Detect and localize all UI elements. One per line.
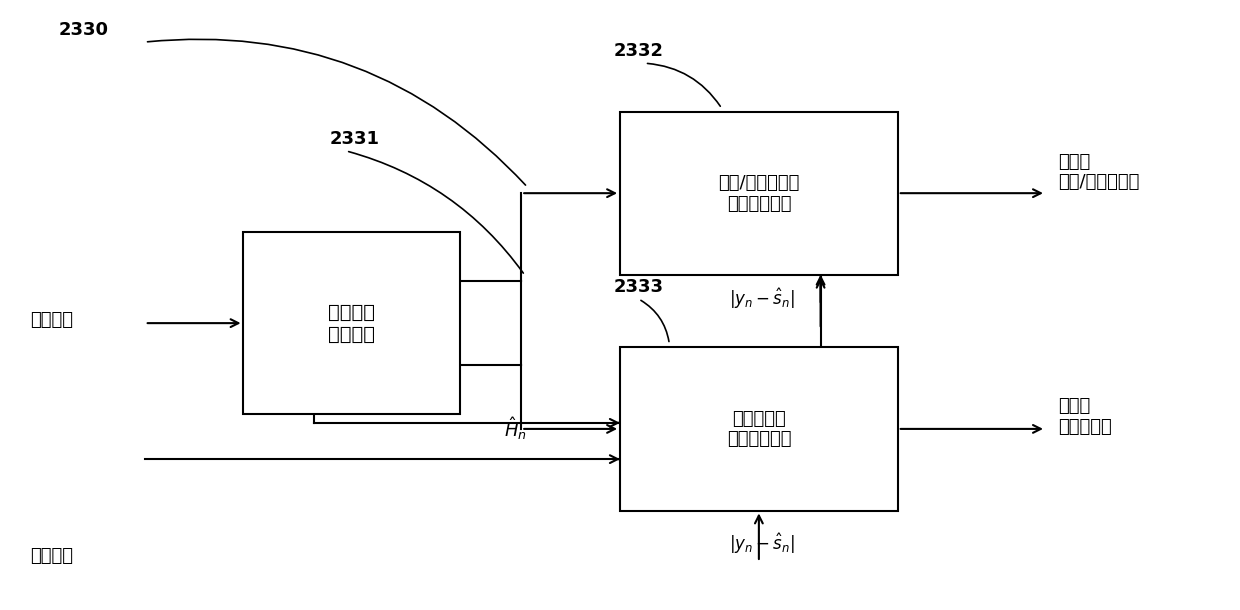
Text: $|y_n-\hat{s}_n|$: $|y_n-\hat{s}_n|$ (729, 531, 795, 556)
Bar (620, 347, 898, 511)
Text: 信噪比
快衰落信道: 信噪比 快衰落信道 (1058, 398, 1112, 436)
Text: 2331: 2331 (330, 130, 379, 148)
Text: $\hat{H}_n$: $\hat{H}_n$ (503, 415, 527, 442)
Text: 快衰落信道
信噪比估算器: 快衰落信道 信噪比估算器 (727, 409, 791, 448)
Text: 高斯/平衰落信道
信噪比估算器: 高斯/平衰落信道 信噪比估算器 (718, 174, 800, 212)
Text: 2333: 2333 (614, 278, 663, 296)
Text: 2330: 2330 (58, 21, 108, 39)
Text: 欧式距离: 欧式距离 (30, 547, 73, 565)
Text: 信道性质
判决模块: 信道性质 判决模块 (329, 303, 374, 343)
Text: $|y_n-\hat{s}_n|$: $|y_n-\hat{s}_n|$ (729, 287, 795, 311)
Text: 信噪比
高斯/平衰落信道: 信噪比 高斯/平衰落信道 (1058, 152, 1140, 192)
Bar (243, 232, 460, 414)
Text: 信道信息: 信道信息 (30, 311, 73, 329)
Text: 2332: 2332 (614, 42, 663, 60)
Bar (620, 112, 898, 274)
